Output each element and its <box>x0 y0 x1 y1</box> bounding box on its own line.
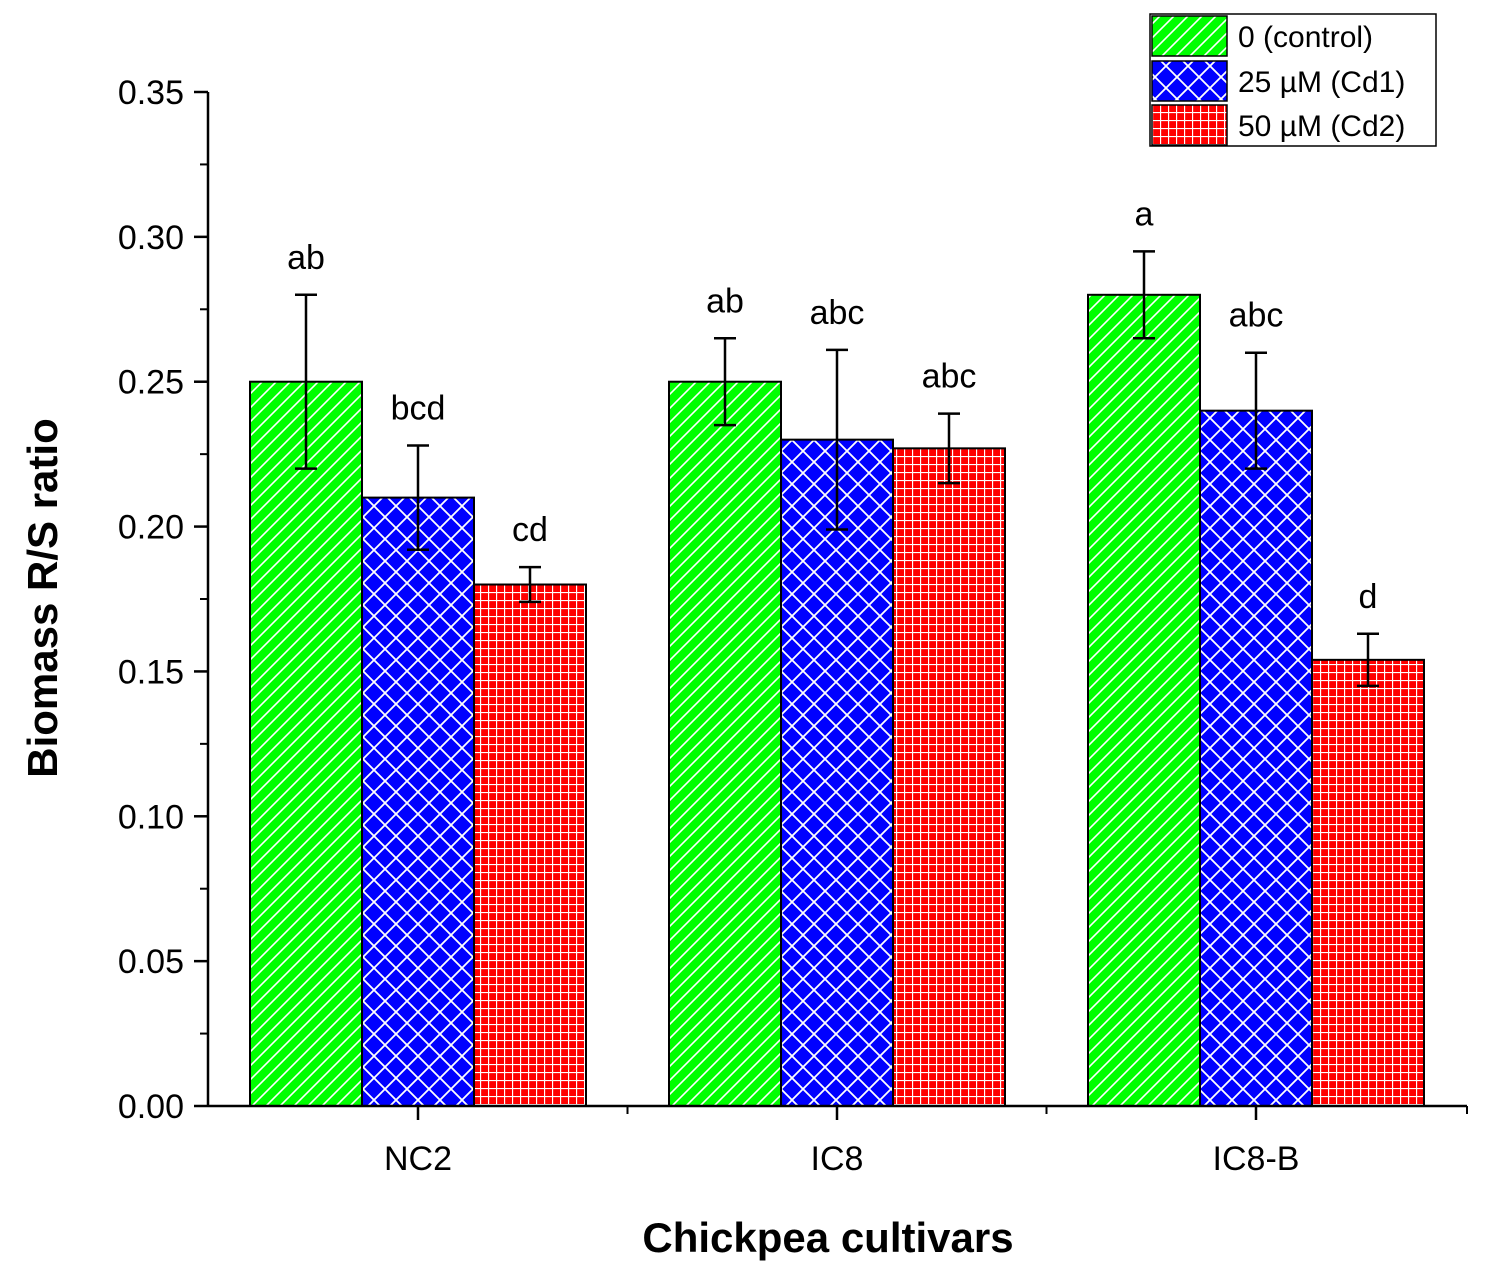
x-tick-label-ic8-b: IC8-B <box>1213 1140 1300 1178</box>
bar-ic8-series-2 <box>892 447 1006 1107</box>
y-tick-label: 0.00 <box>118 1088 184 1126</box>
legend: 0 (control) 25 µM (Cd1) 50 µM (Cd2) <box>1149 13 1437 147</box>
y-tick-label: 0.25 <box>118 364 184 402</box>
significance-letter: abc <box>810 294 865 332</box>
x-axis-title: Chickpea cultivars <box>642 1214 1013 1261</box>
legend-swatch-control <box>1151 15 1228 57</box>
x-tick-label-nc2: NC2 <box>384 1140 452 1178</box>
bar-ic8-series-1 <box>780 438 894 1107</box>
bar-ic8-b-series-0 <box>1087 293 1201 1107</box>
error-bars-layer <box>295 250 1379 688</box>
y-tick-label: 0.10 <box>118 798 184 836</box>
bar-ic8-series-0 <box>668 380 782 1107</box>
x-tick-label-ic8: IC8 <box>811 1140 864 1178</box>
significance-letter: bcd <box>391 389 446 427</box>
significance-letter: ab <box>287 239 325 277</box>
y-tick-label: 0.30 <box>118 219 184 257</box>
y-tick-label: 0.20 <box>118 509 184 547</box>
y-tick-label: 0.35 <box>118 74 184 112</box>
legend-label-cd2: 50 µM (Cd2) <box>1238 110 1405 143</box>
y-tick-label: 0.15 <box>118 653 184 691</box>
significance-letter: abc <box>922 358 977 396</box>
significance-letter: d <box>1359 578 1378 616</box>
bar-nc2-series-1 <box>361 496 475 1108</box>
significance-letter: abc <box>1229 297 1284 335</box>
significance-letter: cd <box>512 511 548 549</box>
y-axis-title: Biomass R/S ratio <box>19 418 66 777</box>
legend-label-cd1: 25 µM (Cd1) <box>1238 66 1405 99</box>
bar-ic8-b-series-1 <box>1199 409 1313 1107</box>
legend-swatch-cd2 <box>1151 104 1228 146</box>
legend-label-control: 0 (control) <box>1238 21 1373 54</box>
axes-layer: 0.00 0.05 0.10 0.15 0.20 0.25 0.30 0.35 NC2 IC8 IC… <box>118 74 1468 1178</box>
significance-letter: a <box>1135 195 1154 233</box>
significance-letter: ab <box>706 282 744 320</box>
y-tick-label: 0.05 <box>118 943 184 981</box>
bar-ic8-b-series-2 <box>1311 658 1425 1108</box>
bar-nc2-series-2 <box>473 583 587 1107</box>
bar-nc2-series-0 <box>249 380 363 1107</box>
legend-swatch-cd1 <box>1151 60 1228 102</box>
bars-layer <box>249 293 1425 1108</box>
